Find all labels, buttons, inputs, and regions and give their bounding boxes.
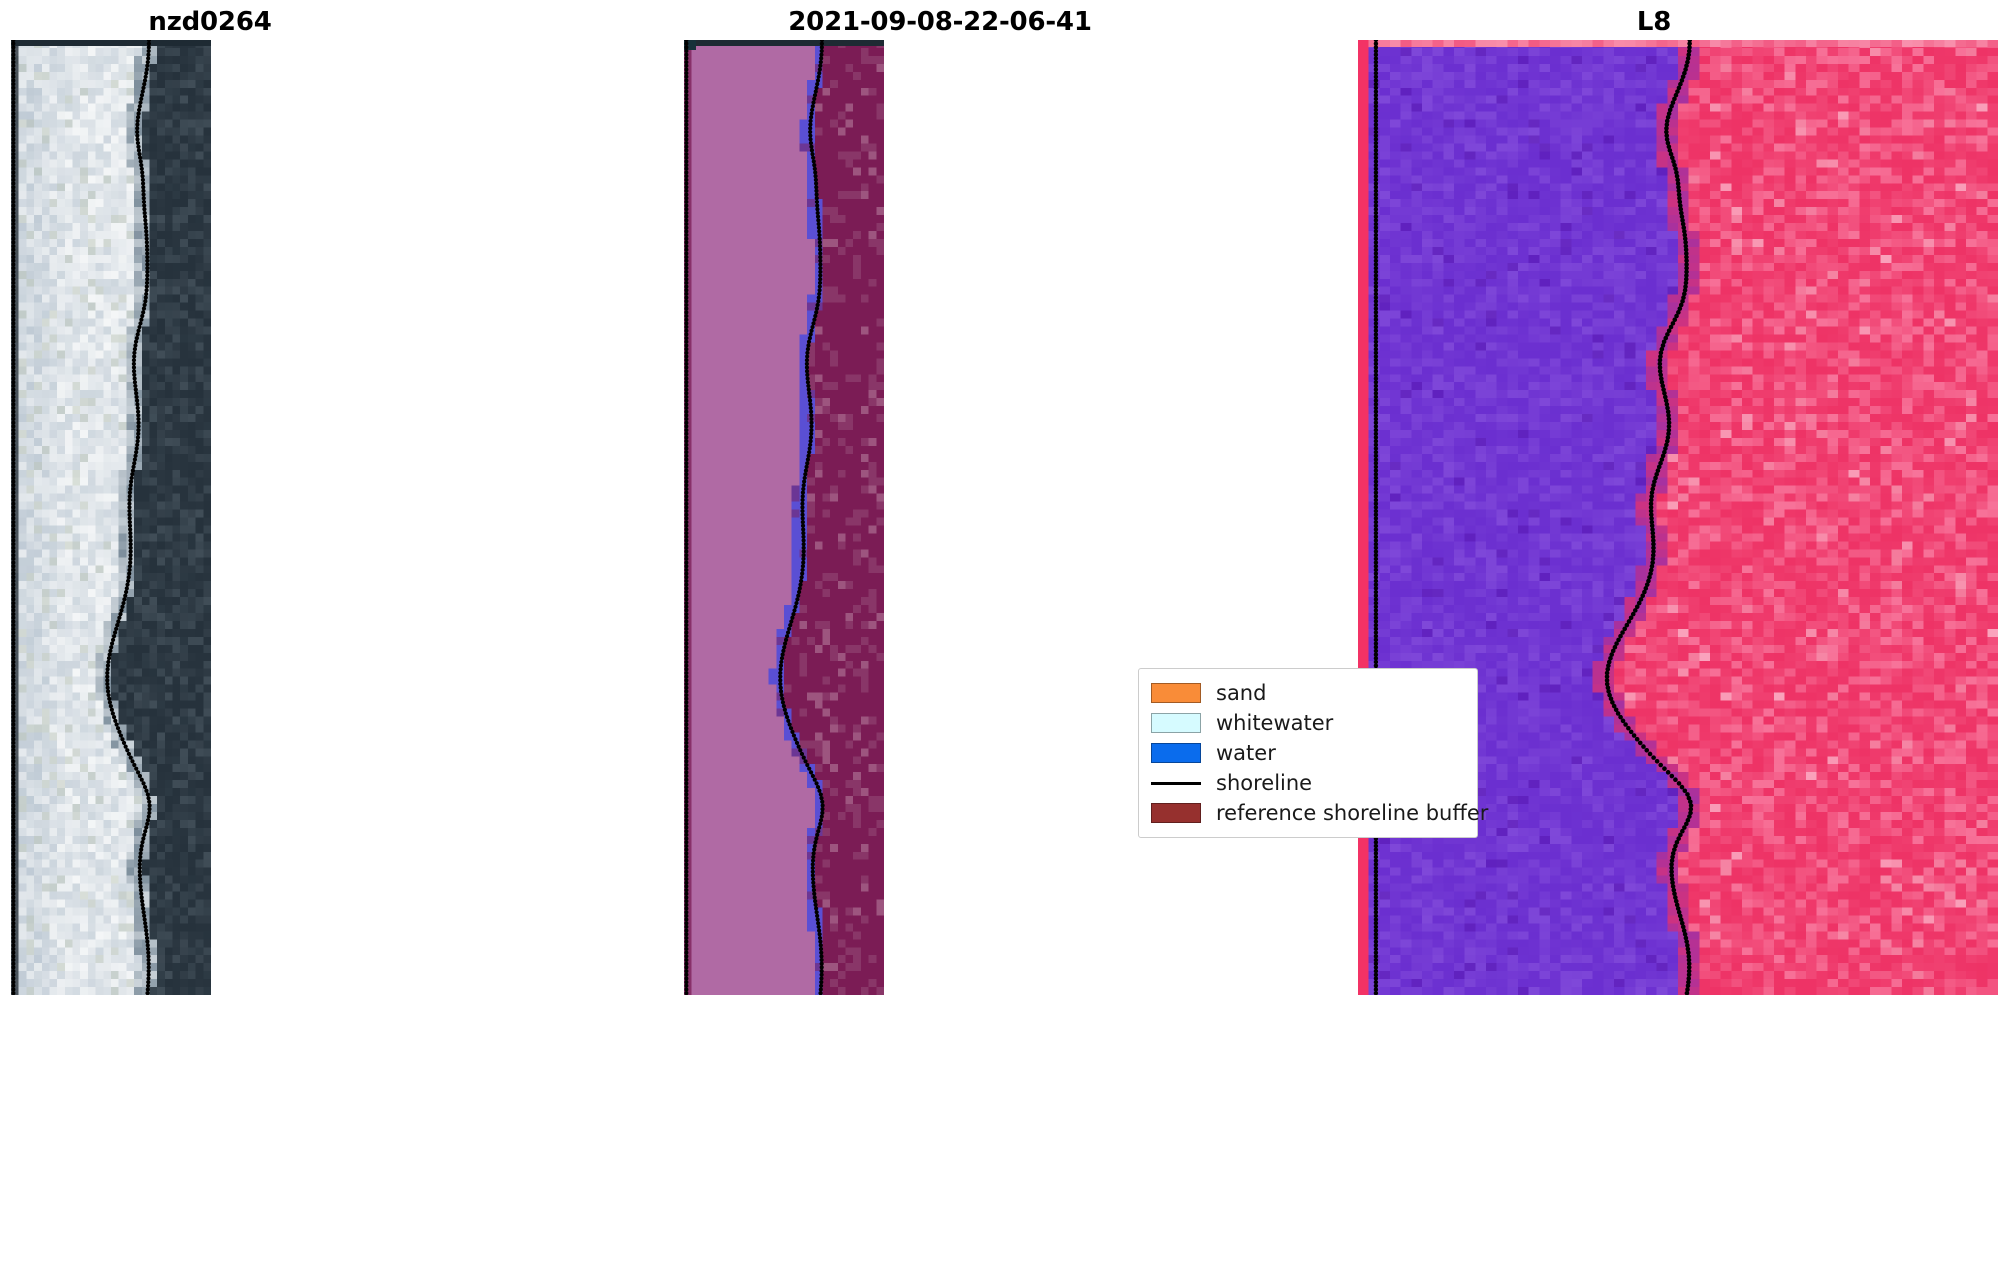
legend-swatch-sand xyxy=(1150,682,1202,704)
legend-label-reference-shoreline-buffer: reference shoreline buffer xyxy=(1216,800,1489,825)
legend-item-shoreline: shoreline xyxy=(1150,768,1466,798)
classification-raster xyxy=(684,40,884,995)
legend-item-whitewater: whitewater xyxy=(1150,708,1466,738)
legend-label-whitewater: whitewater xyxy=(1216,710,1334,735)
legend-swatch-reference-shoreline-buffer xyxy=(1150,802,1202,824)
legend-item-water: water xyxy=(1150,738,1466,768)
panel-index-image xyxy=(1358,40,1998,995)
panel-title-right: L8 xyxy=(1636,7,1672,37)
legend-swatch-shoreline xyxy=(1150,772,1202,794)
panel-rgb-image xyxy=(11,40,211,995)
rgb-raster xyxy=(11,40,211,995)
panel-title-left: nzd0264 xyxy=(148,7,272,37)
shoreline-overlay-index xyxy=(1373,40,1694,995)
legend-label-sand: sand xyxy=(1216,680,1267,705)
legend-label-water: water xyxy=(1216,740,1276,765)
legend-label-shoreline: shoreline xyxy=(1216,770,1313,795)
legend-item-reference-shoreline-buffer: reference shoreline buffer xyxy=(1150,798,1488,828)
legend: sand whitewater water shoreline referenc… xyxy=(1138,668,1488,838)
panel-title-center: 2021-09-08-22-06-41 xyxy=(788,7,1092,37)
shoreline-overlay-rgb xyxy=(11,40,152,995)
shoreline-overlay-class xyxy=(684,40,825,995)
legend-swatch-whitewater xyxy=(1150,712,1202,734)
legend-item-sand: sand xyxy=(1150,678,1466,708)
panel-classified-image xyxy=(684,40,884,995)
legend-swatch-water xyxy=(1150,742,1202,764)
index-raster xyxy=(1358,40,1998,995)
